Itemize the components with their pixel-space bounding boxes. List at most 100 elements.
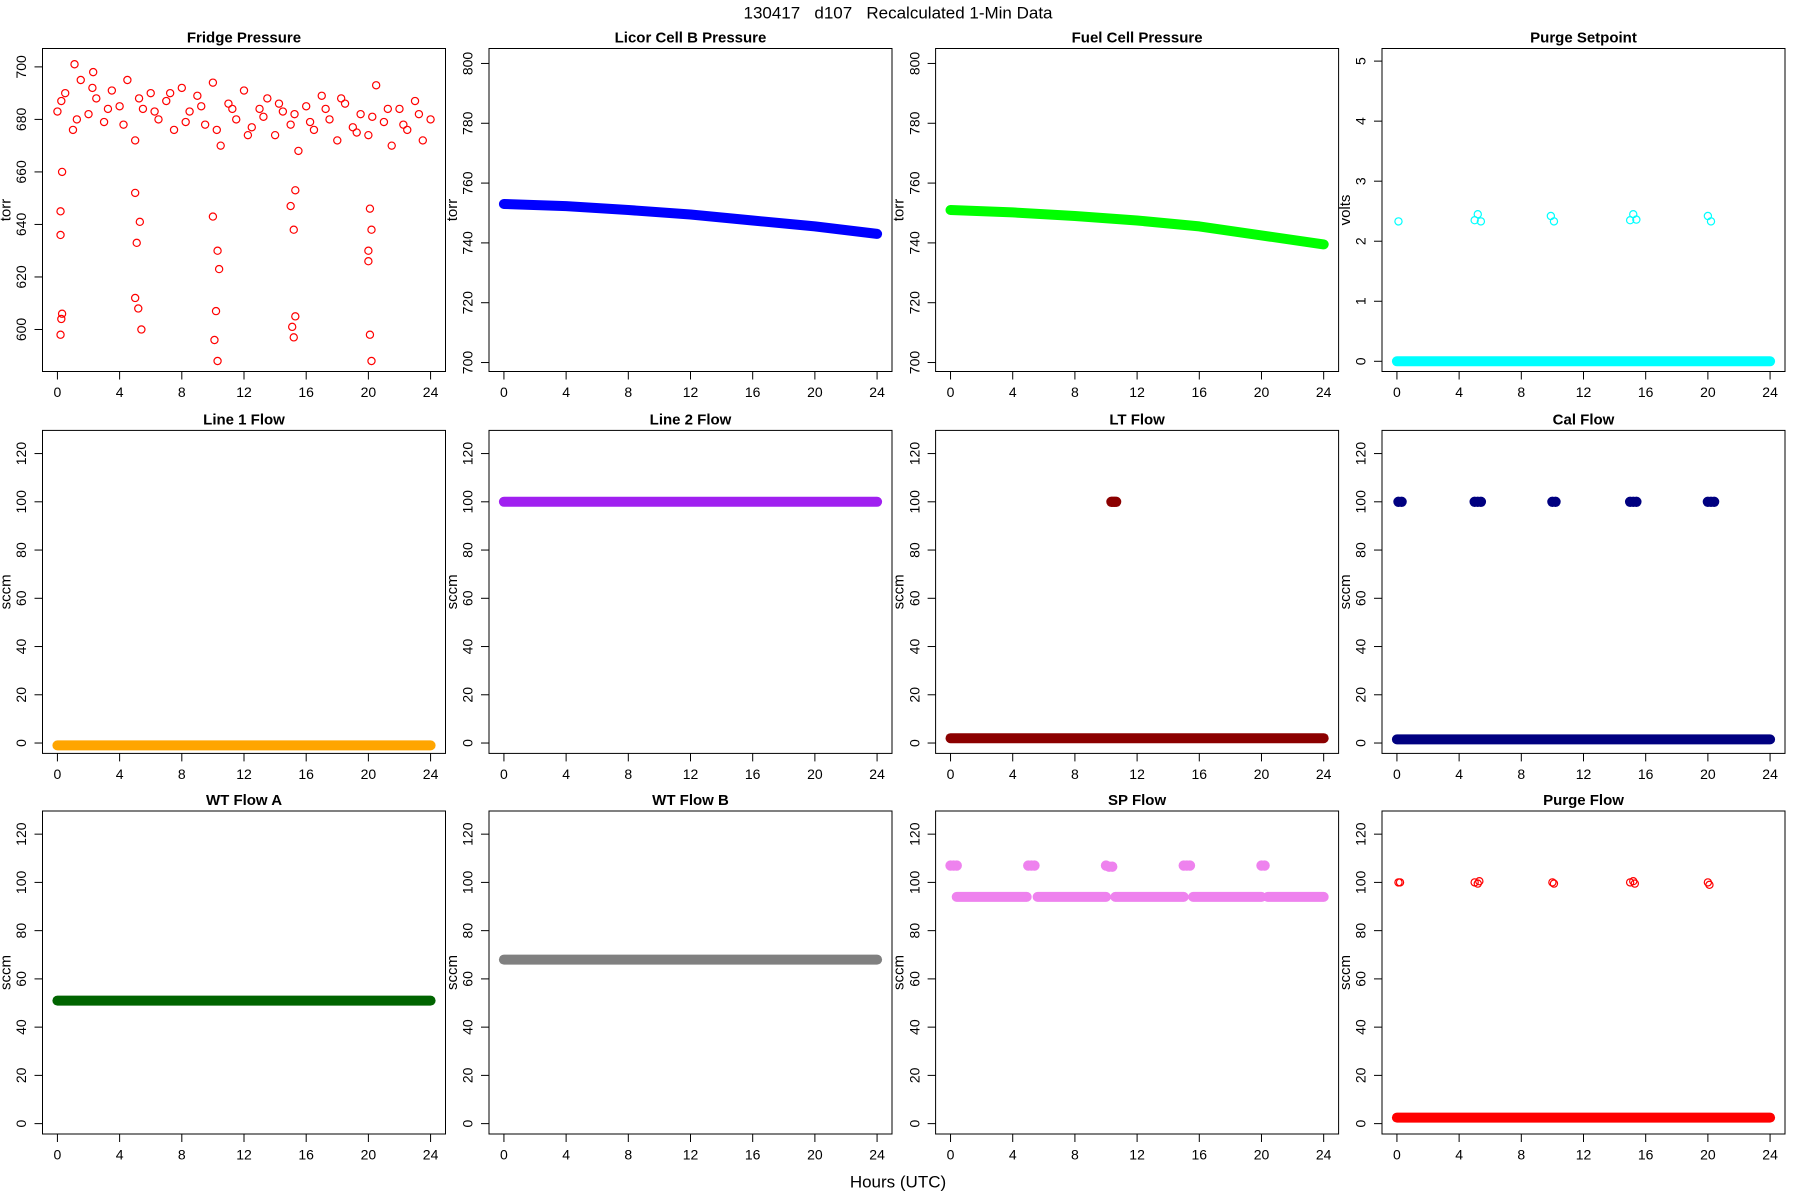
y-tick-label: 40 bbox=[13, 1019, 29, 1035]
x-tick-label: 24 bbox=[869, 384, 885, 400]
y-tick-label: 80 bbox=[1353, 923, 1369, 939]
x-tick-label: 16 bbox=[1192, 1147, 1208, 1163]
data-point bbox=[1259, 860, 1270, 871]
data-point bbox=[1546, 211, 1556, 221]
data-point bbox=[1549, 217, 1559, 226]
data-point bbox=[418, 136, 428, 145]
x-tick-label: 8 bbox=[178, 766, 186, 782]
data-point bbox=[1395, 878, 1405, 887]
plot-area bbox=[53, 60, 435, 366]
y-tick-label: 760 bbox=[460, 171, 476, 195]
x-tick-label: 8 bbox=[178, 1147, 186, 1163]
y-tick-label: 40 bbox=[13, 639, 29, 655]
data-point bbox=[1630, 879, 1640, 888]
data-point bbox=[213, 356, 222, 366]
y-tick-label: 740 bbox=[906, 231, 922, 255]
data-point bbox=[301, 102, 311, 111]
y-tick-label: 80 bbox=[460, 923, 476, 939]
data-point bbox=[123, 75, 132, 85]
plot-area bbox=[945, 860, 1329, 902]
y-axis-label: volts bbox=[1337, 195, 1354, 226]
plot-frame bbox=[488, 810, 893, 1135]
panel-title: SP Flow bbox=[1108, 792, 1166, 809]
data-point bbox=[278, 107, 288, 116]
y-tick-label: 100 bbox=[13, 490, 29, 514]
data-point bbox=[177, 83, 187, 93]
panel: Cal Flow 0 4 8 12 16 20 24 0 20 40 60 80 100 120 sccm bbox=[1337, 411, 1786, 782]
x-tick-label: 12 bbox=[1129, 1147, 1145, 1163]
data-point bbox=[56, 330, 65, 339]
x-tick-label: 8 bbox=[178, 384, 186, 400]
x-tick-label: 4 bbox=[1455, 384, 1463, 400]
x-tick-label: 4 bbox=[1009, 766, 1017, 782]
data-point bbox=[325, 115, 334, 124]
y-tick-label: 60 bbox=[13, 590, 29, 606]
plot-area bbox=[1391, 496, 1776, 745]
panel: Licor Cell B Pressure 0 4 8 12 16 20 24 700 720 74… bbox=[444, 30, 893, 400]
data-point bbox=[340, 99, 350, 108]
panel: WT Flow B 0 4 8 12 16 20 24 0 20 40 60 80 100 120 sccm bbox=[444, 792, 893, 1163]
plot-area bbox=[945, 496, 1329, 744]
data-point bbox=[57, 167, 67, 177]
x-tick-label: 16 bbox=[298, 1147, 314, 1163]
data-point bbox=[1703, 878, 1713, 887]
data-point bbox=[289, 333, 298, 342]
plot-frame bbox=[1381, 429, 1786, 754]
panel: Line 1 Flow 0 4 8 12 16 20 24 0 20 40 60 80 100 120 scc… bbox=[0, 411, 446, 782]
y-axis-label: sccm bbox=[0, 955, 14, 990]
data-point bbox=[103, 104, 113, 114]
y-tick-label: 720 bbox=[460, 291, 476, 315]
data-point bbox=[1706, 217, 1716, 226]
x-tick-label: 4 bbox=[116, 384, 124, 400]
data-point bbox=[228, 104, 237, 114]
y-tick-label: 700 bbox=[906, 351, 922, 375]
y-tick-label: 20 bbox=[1353, 687, 1369, 703]
plot-frame bbox=[42, 429, 446, 754]
y-tick-label: 720 bbox=[906, 291, 922, 315]
data-point bbox=[352, 128, 361, 137]
y-axis-label: sccm bbox=[444, 955, 461, 990]
y-tick-label: 680 bbox=[13, 108, 29, 132]
data-point bbox=[115, 102, 124, 111]
data-point bbox=[57, 96, 66, 106]
data-point bbox=[1473, 210, 1482, 219]
x-tick-label: 12 bbox=[236, 766, 252, 782]
x-tick-label: 8 bbox=[1517, 1147, 1525, 1163]
data-point bbox=[68, 125, 78, 135]
data-point bbox=[181, 117, 190, 127]
x-tick-label: 12 bbox=[236, 1147, 252, 1163]
data-point bbox=[88, 67, 98, 77]
data-point bbox=[134, 94, 144, 103]
x-tick-label: 12 bbox=[1576, 1147, 1592, 1163]
x-tick-label: 20 bbox=[1700, 766, 1716, 782]
x-tick-label: 0 bbox=[54, 384, 62, 400]
data-point bbox=[99, 117, 109, 127]
y-tick-label: 100 bbox=[1353, 871, 1369, 895]
x-tick-label: 8 bbox=[1071, 766, 1079, 782]
y-tick-label: 0 bbox=[13, 1120, 29, 1128]
x-tick-label: 20 bbox=[1254, 1147, 1270, 1163]
plot-frame bbox=[935, 429, 1340, 754]
x-tick-label: 8 bbox=[624, 766, 632, 782]
y-axis-label: torr bbox=[444, 199, 461, 222]
y-tick-label: 20 bbox=[13, 1067, 29, 1083]
y-tick-label: 100 bbox=[906, 490, 922, 514]
data-point bbox=[1548, 878, 1557, 887]
data-point bbox=[289, 225, 298, 234]
data-point bbox=[309, 125, 319, 135]
y-tick-label: 60 bbox=[906, 971, 922, 987]
data-point bbox=[56, 207, 65, 216]
data-point bbox=[291, 312, 300, 321]
x-tick-label: 24 bbox=[869, 766, 885, 782]
x-tick-label: 24 bbox=[1316, 766, 1332, 782]
y-tick-label: 20 bbox=[906, 687, 922, 703]
x-tick-label: 0 bbox=[500, 384, 508, 400]
x-tick-label: 0 bbox=[500, 766, 508, 782]
data-point bbox=[365, 330, 375, 339]
data-point bbox=[1550, 496, 1561, 508]
data-point bbox=[197, 102, 206, 111]
panel: WT Flow A 0 4 8 12 16 20 24 0 20 40 60 80 100 120 sccm bbox=[0, 792, 446, 1163]
x-tick-label: 20 bbox=[807, 766, 823, 782]
y-tick-label: 40 bbox=[1353, 639, 1369, 655]
x-tick-label: 16 bbox=[1192, 384, 1208, 400]
